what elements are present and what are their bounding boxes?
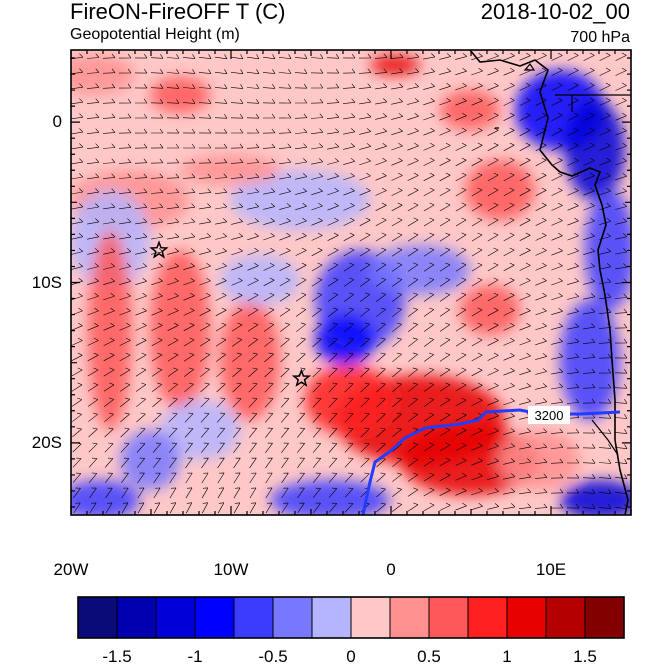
contour-label-box <box>528 406 570 424</box>
anomaly-patch <box>315 315 375 365</box>
colorbar-label: 0.5 <box>417 647 441 666</box>
colorbar-label: 1 <box>502 647 512 666</box>
colorbar-label: -0.5 <box>258 647 288 666</box>
y-tick-label: 10S <box>31 272 62 292</box>
anomaly-patch <box>465 160 535 220</box>
anomaly-patch <box>565 100 625 200</box>
anomaly-patch <box>230 170 370 230</box>
anomaly-patch <box>440 90 500 130</box>
colorbar-label: -1.5 <box>102 647 132 666</box>
map-datetime: 2018-10-02_00 <box>480 0 630 24</box>
colorbar-swatch <box>116 596 157 639</box>
colorbar-label: 0 <box>346 647 356 666</box>
colorbar-swatch <box>545 596 586 639</box>
colorbar-label: 1.5 <box>573 647 597 666</box>
colorbar <box>77 596 625 639</box>
anomaly-patch <box>400 425 540 495</box>
anomaly-patch <box>180 155 280 185</box>
anomaly-patch <box>150 250 210 410</box>
anomaly-patch <box>88 230 132 430</box>
anomaly-patch <box>220 255 300 305</box>
anomaly-patch <box>585 190 631 310</box>
colorbar-swatch <box>155 596 196 639</box>
colorbar-swatch <box>428 596 469 639</box>
x-tick-label: 0 <box>386 560 396 579</box>
map-subtitle: Geopotential Height (m) <box>70 26 240 43</box>
colorbar-swatch <box>77 596 118 639</box>
anomaly-patch <box>220 300 280 420</box>
colorbar-swatch <box>194 596 235 639</box>
coastline <box>469 50 631 515</box>
anomaly-patch <box>370 245 470 295</box>
colorbar-swatch <box>389 596 430 639</box>
anomaly-patch <box>150 77 210 113</box>
anomaly-patch <box>270 480 390 515</box>
axis-ticks <box>70 50 632 515</box>
anomaly-patch <box>460 285 520 335</box>
anomaly-patch <box>71 55 135 95</box>
x-tick-label: 20W <box>53 560 89 579</box>
anomaly-patch <box>160 400 240 460</box>
star-marker <box>149 240 169 259</box>
x-tick-label: 10E <box>535 560 567 579</box>
colorbar-label: -1 <box>187 647 203 666</box>
anomaly-patch <box>370 55 420 75</box>
colorbar-swatch <box>467 596 508 639</box>
wind-barbs <box>71 52 628 514</box>
anomaly-patch <box>305 365 395 435</box>
anomaly-patch <box>500 430 580 490</box>
pressure-level: 700 hPa <box>570 29 630 46</box>
y-tick-label: 20S <box>31 432 62 452</box>
map-title: FireON-FireOFF T (C) <box>70 0 286 24</box>
colorbar-swatch <box>584 596 625 639</box>
y-tick-label: 0 <box>52 112 62 132</box>
colorbar-swatch <box>272 596 313 639</box>
colorbar-swatch <box>350 596 391 639</box>
marker-stars <box>149 240 312 387</box>
anomaly-patch <box>120 430 180 490</box>
x-tick-label: 10W <box>213 560 249 579</box>
colorbar-swatch <box>311 596 352 639</box>
anomaly-patch <box>71 480 140 515</box>
colorbar-swatch <box>506 596 547 639</box>
star-marker <box>291 368 312 387</box>
colorbar-swatch <box>233 596 274 639</box>
anomaly-patch <box>560 300 620 420</box>
contour-label: 3200 <box>535 408 564 423</box>
